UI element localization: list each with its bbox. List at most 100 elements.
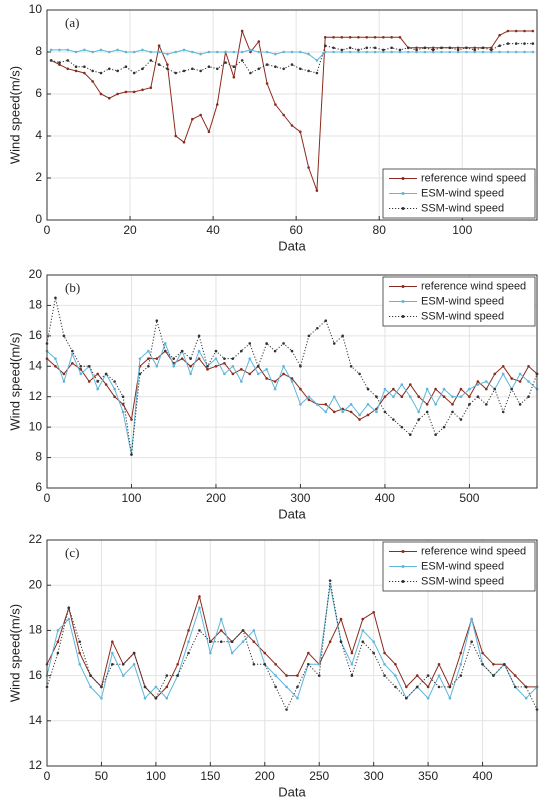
- data-point: [191, 67, 194, 71]
- data-point: [527, 380, 530, 383]
- data-point: [437, 663, 441, 666]
- data-point: [307, 651, 310, 655]
- data-point: [498, 44, 501, 47]
- data-point: [350, 663, 354, 666]
- x-tick-label: 300: [290, 491, 310, 505]
- data-point: [207, 65, 211, 68]
- data-point: [513, 685, 517, 689]
- data-point: [149, 50, 153, 54]
- panel-label: (a): [65, 15, 79, 30]
- data-point: [332, 36, 335, 39]
- legend: reference wind speed ESM-wind speed SSM-wi…: [382, 276, 536, 327]
- data-point: [358, 413, 361, 417]
- data-point: [307, 69, 310, 73]
- data-point: [197, 357, 201, 360]
- data-point: [383, 651, 386, 655]
- data-point: [87, 364, 91, 368]
- data-point: [54, 364, 57, 368]
- data-point: [459, 418, 463, 421]
- data-point: [518, 403, 522, 406]
- data-point: [96, 387, 99, 391]
- data-point: [415, 48, 418, 52]
- data-point: [165, 674, 169, 677]
- data-point: [481, 651, 484, 655]
- data-point: [54, 296, 57, 300]
- data-point: [440, 46, 443, 50]
- data-point: [366, 403, 370, 406]
- data-point: [324, 319, 328, 322]
- data-point: [442, 387, 446, 391]
- data-point: [149, 59, 153, 62]
- data-point: [390, 36, 393, 39]
- data-point: [257, 50, 261, 54]
- data-point: [527, 364, 530, 368]
- x-tick-label: 500: [459, 491, 479, 505]
- data-point: [132, 50, 136, 54]
- data-point: [382, 50, 385, 54]
- data-point: [265, 342, 268, 345]
- data-point: [299, 67, 302, 71]
- data-point: [357, 48, 360, 52]
- data-point: [96, 380, 99, 383]
- data-point: [67, 617, 71, 621]
- data-point: [174, 71, 178, 75]
- data-point: [459, 674, 463, 677]
- x-tick-label: 40: [206, 223, 220, 237]
- data-point: [290, 63, 294, 66]
- y-tick-label: 16: [29, 668, 43, 682]
- data-point: [423, 50, 427, 54]
- data-point: [323, 44, 327, 47]
- data-point: [340, 50, 344, 54]
- data-point: [240, 59, 244, 62]
- data-point: [230, 651, 234, 655]
- data-point: [130, 418, 133, 421]
- data-point: [231, 372, 235, 376]
- data-point: [290, 377, 294, 380]
- data-point: [111, 651, 114, 655]
- legend-marker: [401, 580, 405, 583]
- data-point: [54, 357, 57, 360]
- data-point: [307, 398, 311, 402]
- data-point: [263, 663, 267, 666]
- data-point: [476, 395, 480, 399]
- data-point: [296, 696, 299, 700]
- data-point: [405, 696, 408, 700]
- data-point: [485, 403, 488, 406]
- data-point: [176, 663, 179, 666]
- data-point: [296, 685, 299, 689]
- data-point: [415, 685, 419, 689]
- data-point: [240, 368, 243, 371]
- data-point: [431, 50, 435, 54]
- x-tick-label: 0: [44, 491, 51, 505]
- data-point: [147, 349, 150, 353]
- data-point: [224, 61, 227, 64]
- data-point: [165, 685, 169, 689]
- data-point: [62, 380, 66, 383]
- data-point: [154, 685, 158, 689]
- data-point: [485, 387, 488, 391]
- data-point: [417, 410, 421, 414]
- data-point: [485, 380, 488, 383]
- data-point: [163, 342, 167, 345]
- data-point: [132, 651, 136, 655]
- data-point: [215, 50, 219, 54]
- data-point: [527, 395, 530, 399]
- y-tick-label: 6: [35, 480, 42, 494]
- data-point: [299, 50, 302, 54]
- data-point: [290, 50, 294, 54]
- data-point: [425, 410, 429, 414]
- data-point: [434, 433, 437, 437]
- data-point: [531, 29, 535, 33]
- data-point: [490, 46, 493, 50]
- data-point: [187, 651, 190, 655]
- legend-label: ESM-wind speed: [421, 560, 504, 572]
- data-point: [365, 36, 369, 39]
- data-point: [315, 59, 319, 62]
- data-point: [166, 52, 169, 56]
- x-tick-label: 60: [289, 223, 303, 237]
- data-point: [248, 372, 252, 376]
- data-point: [514, 42, 518, 45]
- data-point: [180, 349, 184, 353]
- data-point: [74, 65, 78, 68]
